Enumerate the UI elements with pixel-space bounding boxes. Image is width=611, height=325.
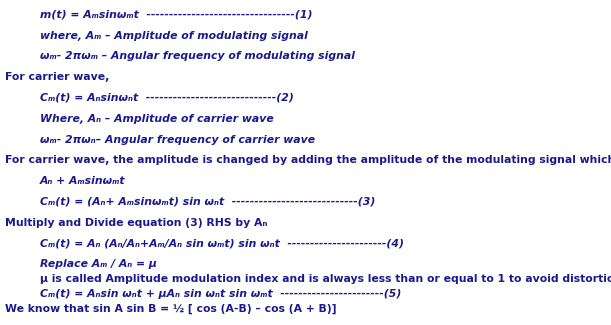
Text: Multiply and Divide equation (3) RHS by Aₙ: Multiply and Divide equation (3) RHS by …	[5, 218, 267, 228]
Text: For carrier wave,: For carrier wave,	[5, 72, 109, 82]
Text: Aₙ + Aₘsinωₘt: Aₙ + Aₘsinωₘt	[40, 176, 125, 186]
Text: μ is called Amplitude modulation index and is always less than or equal to 1 to : μ is called Amplitude modulation index a…	[40, 274, 611, 284]
Text: We know that sin A sin B = ½ [ cos (A-B) – cos (A + B)]: We know that sin A sin B = ½ [ cos (A-B)…	[5, 304, 337, 315]
Text: ωₘ- 2πωₙ– Angular frequency of carrier wave: ωₘ- 2πωₙ– Angular frequency of carrier w…	[40, 135, 315, 145]
Text: Cₘ(t) = Aₙ (Aₙ/Aₙ+Aₘ/Aₙ sin ωₘt) sin ωₙt  ----------------------(4): Cₘ(t) = Aₙ (Aₙ/Aₙ+Aₘ/Aₙ sin ωₘt) sin ωₙt…	[40, 239, 404, 249]
Text: Cₘ(t) = Aₙsin ωₙt + μAₙ sin ωₙt sin ωₘt  -----------------------(5): Cₘ(t) = Aₙsin ωₙt + μAₙ sin ωₙt sin ωₘt …	[40, 289, 401, 299]
Text: Where, Aₙ – Amplitude of carrier wave: Where, Aₙ – Amplitude of carrier wave	[40, 114, 274, 124]
Text: Cₘ(t) = Aₙsinωₙt  -----------------------------(2): Cₘ(t) = Aₙsinωₙt -----------------------…	[40, 93, 294, 103]
Text: Cₘ(t) = (Aₙ+ Aₘsinωₘt) sin ωₙt  ----------------------------(3): Cₘ(t) = (Aₙ+ Aₘsinωₘt) sin ωₙt ---------…	[40, 197, 375, 207]
Text: For carrier wave, the amplitude is changed by adding the amplitude of the modula: For carrier wave, the amplitude is chang…	[5, 155, 611, 165]
Text: ωₘ- 2πωₘ – Angular frequency of modulating signal: ωₘ- 2πωₘ – Angular frequency of modulati…	[40, 51, 355, 61]
Text: m(t) = Aₘsinωₘt  ---------------------------------(1): m(t) = Aₘsinωₘt ------------------------…	[40, 10, 312, 20]
Text: Replace Aₘ / Aₙ = μ: Replace Aₘ / Aₙ = μ	[40, 259, 156, 269]
Text: where, Aₘ – Amplitude of modulating signal: where, Aₘ – Amplitude of modulating sign…	[40, 31, 307, 41]
